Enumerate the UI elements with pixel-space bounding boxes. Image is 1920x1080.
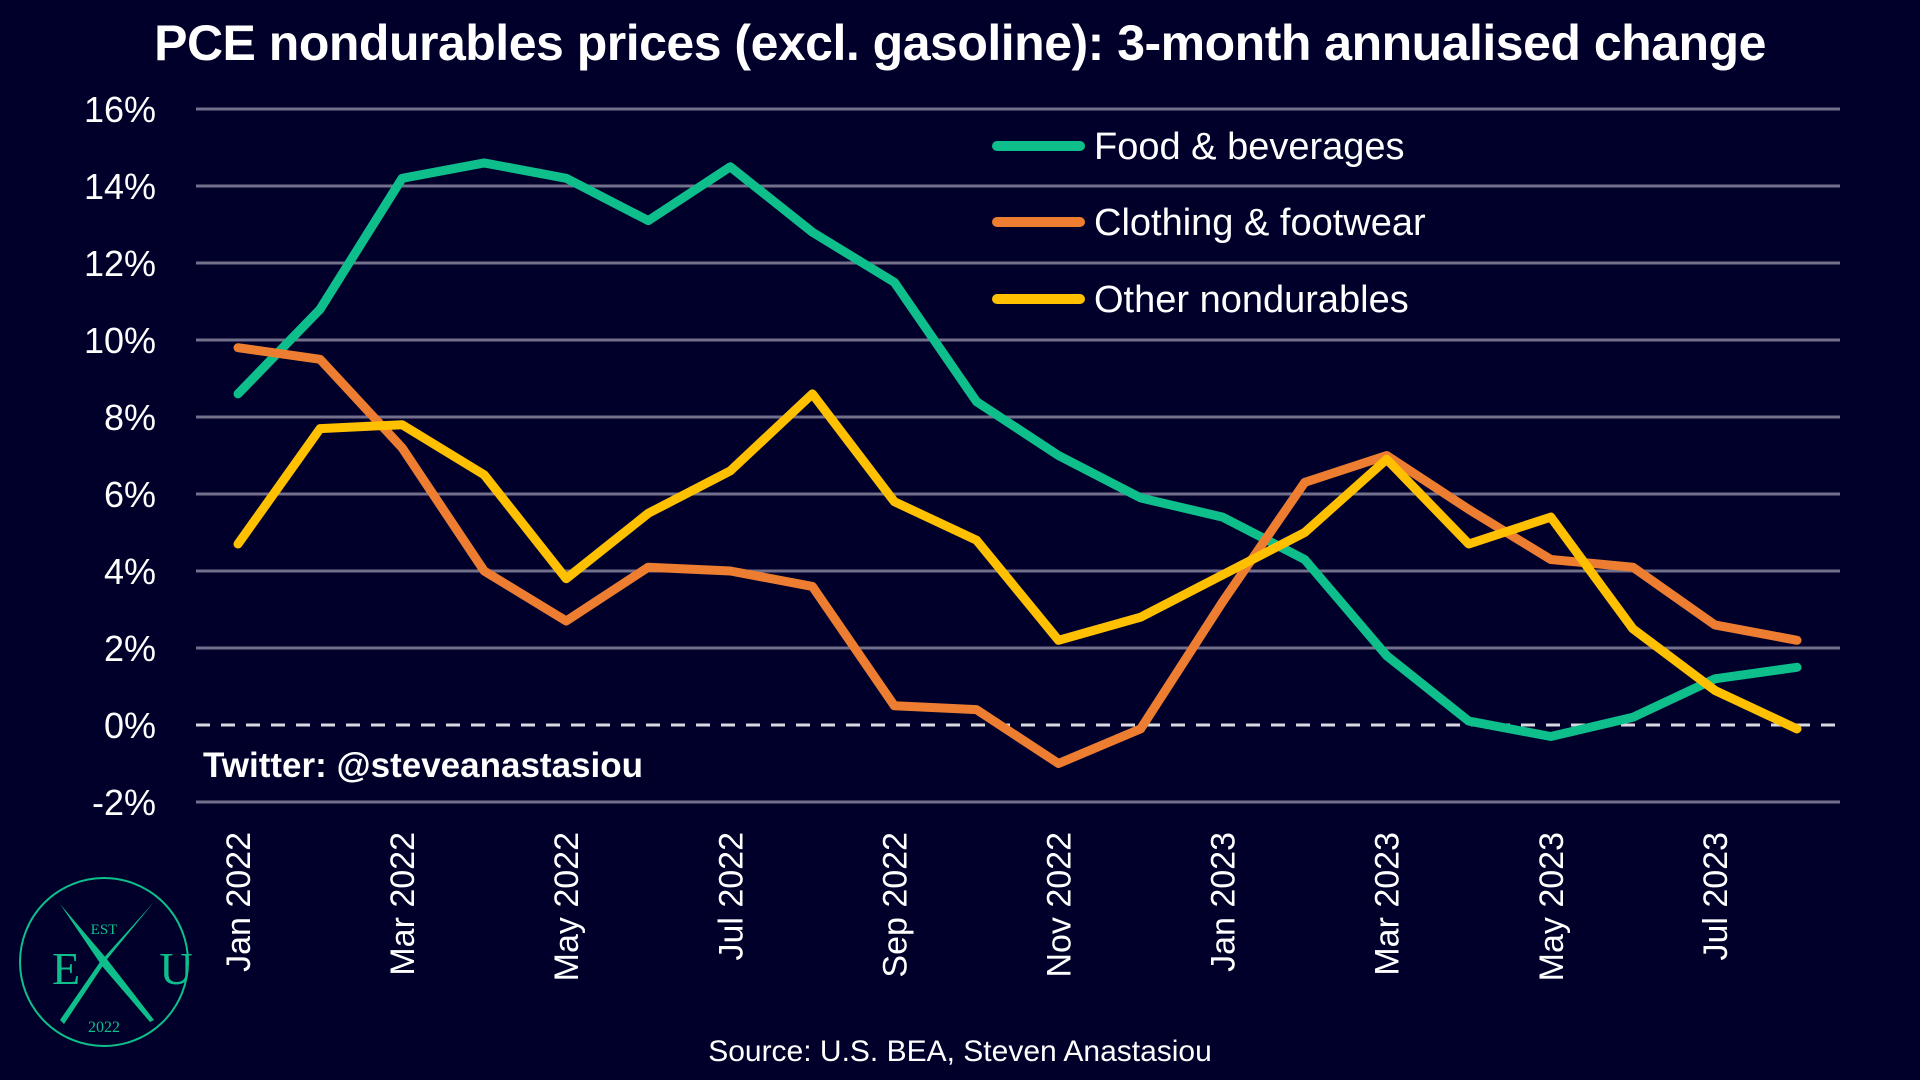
logo-cross-stroke-1: [60, 904, 154, 1022]
y-tick-label: 6%: [104, 474, 156, 515]
y-tick-label: 12%: [84, 243, 156, 284]
logo-letter-u: U: [159, 943, 192, 994]
x-tick-label: Jan 2022: [220, 832, 258, 972]
x-axis-ticks: Jan 2022 Mar 2022 May 2022 Jul 2022 Sep 2022…: [220, 832, 1735, 981]
source-note: Source: U.S. BEA, Steven Anastasiou: [708, 1035, 1212, 1068]
x-tick-label: Sep 2022: [876, 832, 914, 978]
y-tick-label: 4%: [104, 551, 156, 592]
legend-label: Food & beverages: [1094, 126, 1405, 168]
x-tick-label: Mar 2023: [1369, 832, 1407, 976]
exu-logo: EST E U 2022: [19, 877, 193, 1047]
series-line-food-beverages: [233, 158, 1802, 741]
logo-est-text: EST: [91, 922, 118, 938]
legend: Food & beverages Clothing & footwear Other…: [992, 126, 1426, 321]
y-tick-label: -2%: [92, 782, 156, 823]
x-tick-label: Nov 2022: [1041, 832, 1079, 978]
legend-label: Clothing & footwear: [1094, 202, 1426, 244]
y-tick-label: 14%: [84, 166, 156, 207]
series-line-other-nondurables: [233, 389, 1802, 734]
logo-year-text: 2022: [88, 1019, 120, 1036]
x-tick-label: May 2022: [548, 832, 586, 981]
y-tick-label: 16%: [84, 89, 156, 130]
gridlines: [196, 107, 1840, 804]
logo-cross-stroke-2: [60, 902, 154, 1024]
twitter-watermark: Twitter: @steveanastasiou: [203, 746, 643, 785]
x-tick-label: Jan 2023: [1205, 832, 1243, 972]
x-tick-label: Jul 2022: [712, 832, 750, 961]
y-tick-label: 10%: [84, 320, 156, 361]
chart-title: PCE nondurables prices (excl. gasoline):…: [154, 15, 1766, 71]
y-axis-ticks: -2% 0% 2% 4% 6% 8% 10% 12% 14% 16%: [84, 89, 156, 823]
legend-label: Other nondurables: [1094, 279, 1409, 321]
series-lines: [233, 158, 1802, 768]
x-tick-label: May 2023: [1533, 832, 1571, 981]
logo-letter-e: E: [52, 943, 80, 994]
series-line-clothing-footwear: [233, 343, 1802, 768]
y-tick-label: 0%: [104, 705, 156, 746]
x-tick-label: Mar 2022: [384, 832, 422, 976]
y-tick-label: 8%: [104, 397, 156, 438]
y-tick-label: 2%: [104, 628, 156, 669]
x-tick-label: Jul 2023: [1697, 832, 1735, 961]
logo-circle: [19, 877, 189, 1047]
